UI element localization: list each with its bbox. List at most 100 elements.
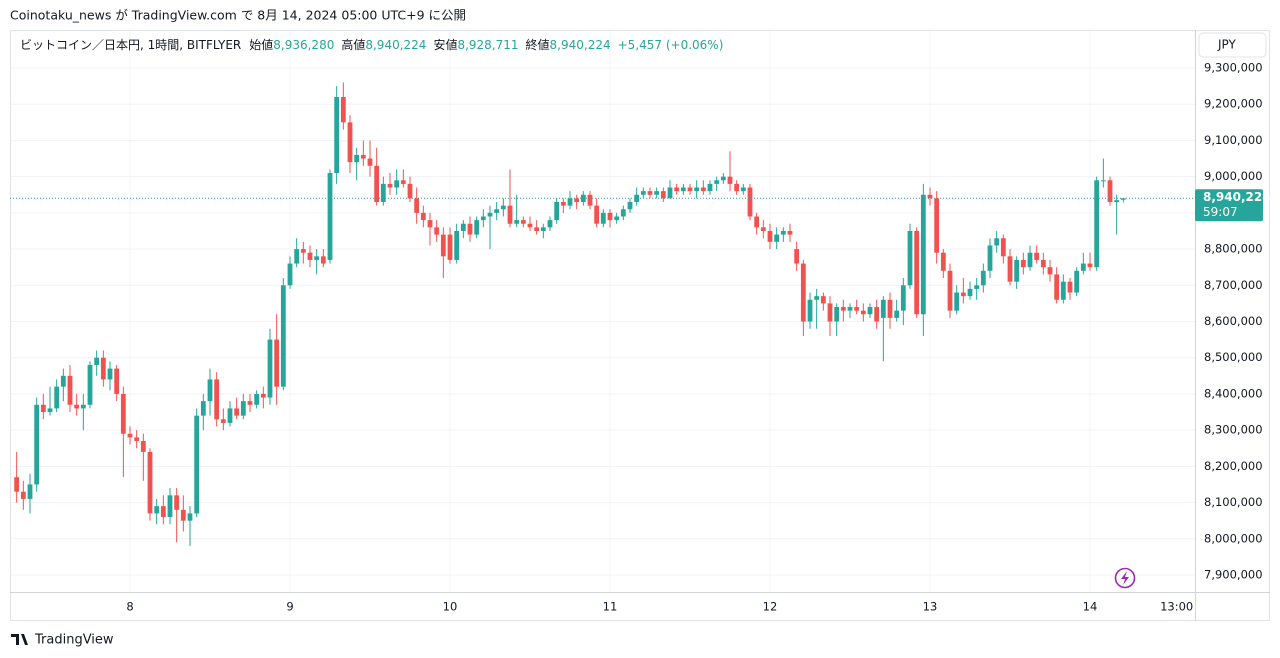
x-tick-label: 10	[443, 600, 458, 614]
footer-text: TradingView	[34, 633, 114, 648]
candle-body	[914, 230, 920, 315]
candle-body	[747, 187, 753, 217]
candle-body	[907, 230, 913, 286]
y-tick-label: 8,000,000	[1204, 531, 1263, 545]
candle-body	[687, 187, 693, 192]
candle-body	[234, 408, 240, 416]
ohlc-value: 8,940,224	[550, 38, 611, 52]
candle-body	[707, 183, 713, 192]
candle-body	[14, 477, 20, 492]
candle-body	[320, 256, 326, 264]
candle-body	[927, 194, 933, 199]
candle-body	[654, 191, 660, 195]
candle-body	[114, 368, 120, 394]
candle-body	[1114, 200, 1120, 203]
logo-icon	[11, 634, 28, 645]
lightning-bolt[interactable]	[1121, 571, 1129, 585]
candle-body	[87, 364, 93, 405]
candle-body	[674, 187, 680, 192]
candle-body	[107, 368, 113, 380]
candle-body	[894, 310, 900, 318]
x-tick-label: 13:00	[1160, 600, 1193, 614]
candle-body	[420, 212, 426, 221]
y-tick-label: 8,200,000	[1204, 459, 1263, 473]
candle-body	[487, 212, 493, 217]
candle-body	[967, 288, 973, 297]
candle-body	[520, 220, 526, 224]
candle-body	[667, 187, 673, 199]
candle-body	[620, 209, 626, 217]
candle-body	[74, 404, 80, 409]
candle-body	[947, 270, 953, 311]
candle-body	[1007, 256, 1013, 282]
candle-body	[847, 307, 853, 311]
candle-body	[394, 180, 400, 188]
candle-body	[47, 408, 53, 413]
candle-body	[627, 202, 633, 210]
candle-body	[547, 220, 553, 228]
candle-body	[574, 198, 580, 203]
candle-body	[767, 230, 773, 242]
candle-body	[367, 158, 373, 166]
candle-body	[1107, 180, 1113, 203]
candle-body	[140, 440, 146, 452]
symbol: ビットコイン／日本円, 1時間, BITFLYER	[20, 38, 241, 52]
candle-body	[300, 249, 306, 253]
candle-body	[794, 249, 800, 264]
candle-body	[754, 216, 760, 228]
candle-body	[634, 194, 640, 203]
candle-body	[780, 230, 786, 235]
candle-body	[154, 506, 160, 514]
candle-body	[347, 122, 353, 163]
ohlc-label: 安値	[433, 37, 457, 52]
candle-body	[34, 404, 40, 485]
candle-body	[327, 173, 333, 260]
candle-body	[1060, 281, 1066, 300]
candle-body	[980, 270, 986, 286]
candle-body	[500, 205, 506, 210]
candle-body	[180, 509, 186, 521]
candle-body	[760, 227, 766, 231]
candle-body	[960, 292, 966, 297]
candle-body	[240, 401, 246, 416]
candle-body	[940, 252, 946, 271]
candle-body	[607, 212, 613, 221]
candle-body	[920, 194, 926, 315]
candle-body	[720, 176, 726, 181]
candle-body	[740, 187, 746, 192]
candle-body	[207, 379, 213, 402]
ohlc-value: 8,936,280	[273, 38, 334, 52]
candle-body	[647, 191, 653, 195]
currency[interactable]: JPY	[1217, 38, 1237, 52]
candle-body	[854, 307, 860, 311]
y-tick-label: 9,000,000	[1204, 169, 1263, 183]
candle-body	[987, 245, 993, 271]
candle-body	[507, 205, 513, 224]
candle-body	[467, 223, 473, 235]
candle-body	[1014, 259, 1020, 282]
candle-body	[227, 408, 233, 423]
candle-body	[867, 307, 873, 315]
candle-body	[220, 419, 226, 423]
y-tick-label: 8,100,000	[1204, 495, 1263, 509]
legend: ビットコイン／日本円, 1時間, BITFLYER 始値8,936,280 高値8,…	[20, 37, 723, 52]
candle-body	[1074, 270, 1080, 293]
candle-body	[187, 513, 193, 521]
candle-body	[294, 249, 300, 264]
candle-body	[60, 375, 66, 387]
candle-body	[954, 292, 960, 311]
candle-body	[127, 433, 133, 438]
x-tick-label: 12	[763, 600, 778, 614]
candle-body	[694, 187, 700, 192]
candle-body	[874, 307, 880, 322]
candle-body	[200, 401, 206, 416]
candle-body	[640, 191, 646, 195]
currency-button[interactable]	[1198, 32, 1267, 58]
candle-body	[307, 252, 313, 260]
candle-body	[194, 415, 200, 514]
lightning-icon[interactable]	[1114, 567, 1136, 589]
candle-body	[660, 191, 666, 199]
chart-frame	[10, 30, 1270, 621]
